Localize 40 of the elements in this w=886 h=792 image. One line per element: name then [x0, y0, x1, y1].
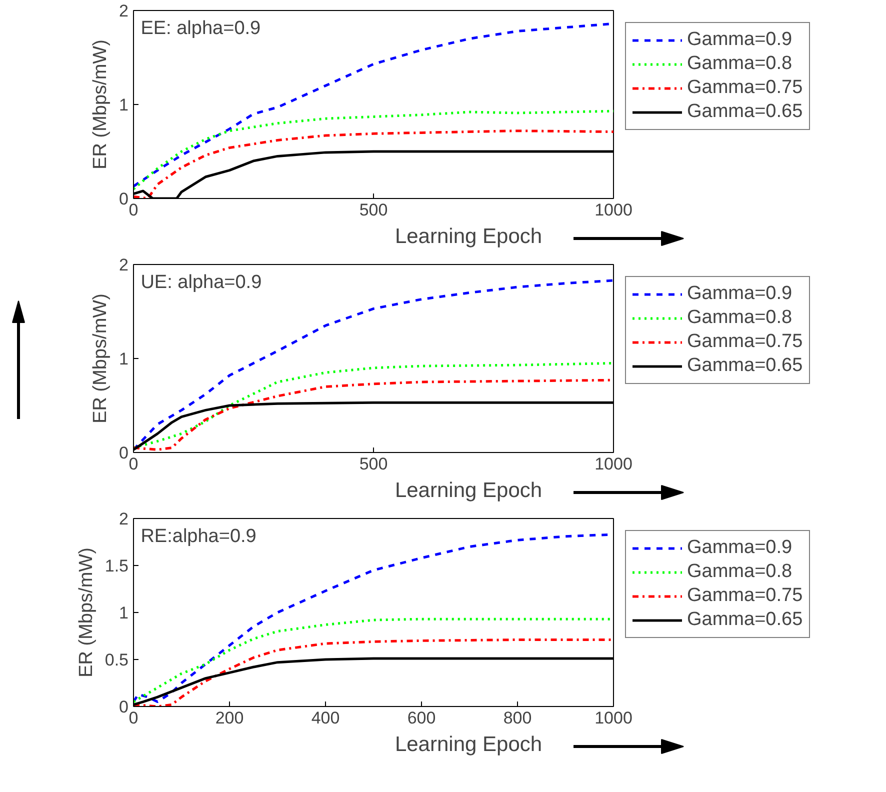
legend-label: Gamma=0.65 — [687, 609, 803, 631]
legend-label: Gamma=0.8 — [687, 307, 792, 329]
y-tick-label: 2 — [119, 510, 129, 528]
legend-label: Gamma=0.75 — [687, 77, 803, 99]
legend-label: Gamma=0.9 — [687, 537, 792, 559]
legend-label: Gamma=0.65 — [687, 355, 803, 377]
x-tick-label: 1000 — [594, 454, 632, 474]
x-tick-label: 1000 — [594, 708, 632, 728]
legend-label: Gamma=0.65 — [687, 101, 803, 123]
line-series — [134, 362, 614, 450]
y-tick-label: 1 — [119, 604, 129, 622]
x-axis-title: Learning Epoch — [394, 479, 542, 502]
y-tick-label: 1 — [119, 350, 129, 368]
x-axis-title: Learning Epoch — [394, 733, 542, 756]
y-axis-title: ER (Mbps/mW) — [90, 40, 112, 170]
y-tick-label: 1 — [119, 96, 129, 114]
x-tick-label: 400 — [311, 708, 340, 728]
line-series — [134, 110, 614, 190]
legend-label: Gamma=0.75 — [687, 331, 803, 353]
annotation: EE: alpha=0.9 — [140, 18, 261, 40]
legend-label: Gamma=0.9 — [687, 29, 792, 51]
legend-label: Gamma=0.8 — [687, 53, 792, 75]
y-tick-label: 1.5 — [104, 556, 129, 576]
annotation: UE: alpha=0.9 — [140, 272, 262, 294]
y-tick-label: 2 — [119, 256, 129, 274]
y-tick-label: 2 — [119, 2, 129, 20]
legend-label: Gamma=0.9 — [687, 283, 792, 305]
y-axis-title: ER (Mbps/mW) — [90, 294, 112, 424]
x-tick-label: 800 — [503, 708, 532, 728]
x-tick-label: 500 — [359, 200, 388, 220]
y-axis-title: ER (Mbps/mW) — [76, 548, 97, 678]
x-tick-label: 200 — [215, 708, 244, 728]
x-axis-title: Learning Epoch — [394, 225, 542, 248]
annotation: RE:alpha=0.9 — [140, 526, 256, 548]
legend-label: Gamma=0.75 — [687, 585, 803, 607]
x-tick-label: 1000 — [594, 200, 632, 220]
y-tick-label: 0.5 — [104, 650, 129, 670]
x-tick-label: 600 — [407, 708, 436, 728]
x-tick-label: 500 — [359, 454, 388, 474]
legend-label: Gamma=0.8 — [687, 561, 792, 583]
